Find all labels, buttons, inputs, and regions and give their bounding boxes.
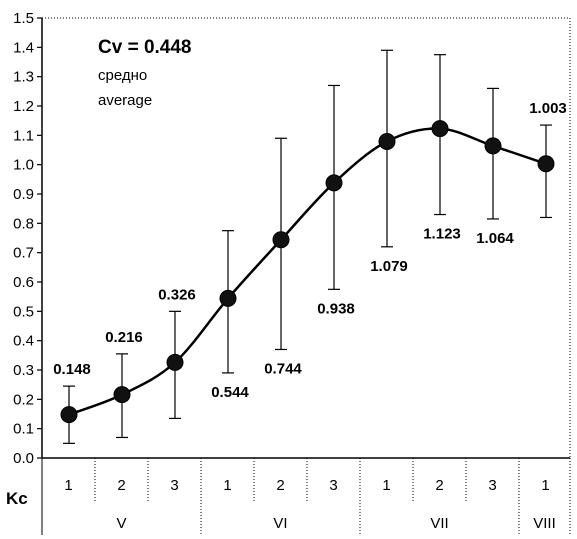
data-point [431,120,449,138]
data-point [166,353,184,371]
category-label: 1 [382,477,390,494]
data-label: 0.744 [264,360,302,377]
data-point [378,132,396,150]
group-label: VIII [533,515,556,532]
data-label: 1.064 [476,230,514,247]
data-label: 0.216 [105,329,143,346]
data-points [60,120,555,424]
y-tick-label: 0.7 [13,245,34,262]
data-label: 0.148 [53,361,91,378]
y-tick-label: 0.3 [13,362,34,379]
data-point [325,174,343,192]
group-label: VI [273,515,287,532]
data-point [272,231,290,249]
y-tick-label: 1.1 [13,127,34,144]
data-point [113,386,131,404]
category-label: 1 [223,477,231,494]
data-point [537,155,555,173]
y-tick-label: 0.6 [13,274,34,291]
y-tick-label: 0.4 [13,333,34,350]
category-label: 2 [117,477,125,494]
category-label: 2 [276,477,284,494]
group-label: VII [430,515,448,532]
average-label-bg: средно [98,67,147,84]
y-tick-label: 0.2 [13,391,34,408]
category-label: 2 [435,477,443,494]
category-label: 1 [541,477,549,494]
data-point [60,406,78,424]
y-tick-label: 1.5 [13,10,34,27]
series-line [68,127,547,416]
y-tick-label: 0.5 [13,303,34,320]
data-point [484,137,502,155]
cv-annotation: Cv = 0.448 [98,37,192,58]
data-point [219,289,237,307]
x-axis-title: Kc [6,489,28,508]
y-tick-label: 0.9 [13,186,34,203]
group-label: V [116,515,126,532]
data-label: 0.544 [211,384,249,401]
y-tick-label: 1.4 [13,39,34,56]
chart-axes: 0.0 0.1 0.2 0.3 0.4 0.5 0.6 0.7 0.8 0.9 1.0 1.1 1.2 1… [13,10,571,535]
y-tick-label: 0.8 [13,215,34,232]
average-label-en: average [98,92,152,109]
data-label: 1.003 [529,100,567,117]
data-label: 0.326 [158,286,196,303]
data-label: 1.079 [370,258,408,275]
y-tick-label: 0.1 [13,421,34,438]
annotation-box: Cv = 0.448 средно average [98,37,192,109]
category-label: 3 [170,477,178,494]
y-tick-label: 1.3 [13,69,34,86]
category-label: 3 [488,477,496,494]
data-label: 0.938 [317,300,355,317]
data-labels: 0.148 0.216 0.326 0.544 0.744 0.938 1.079 1.123… [53,100,567,401]
category-label: 1 [64,477,72,494]
y-tick-label: 1.2 [13,98,34,115]
category-label: 3 [329,477,337,494]
y-tick-label: 1.0 [13,157,34,174]
y-tick-label: 0.0 [13,450,34,467]
data-label: 1.123 [423,226,461,243]
